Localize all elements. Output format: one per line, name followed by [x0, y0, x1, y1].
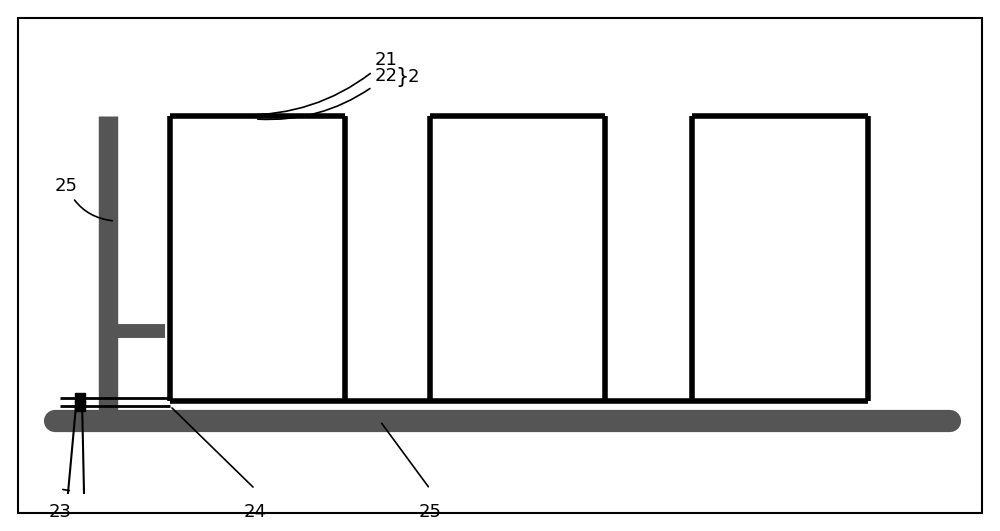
Text: 22: 22 — [258, 67, 398, 119]
Bar — [75, 401, 85, 411]
Text: 2: 2 — [408, 68, 420, 86]
Text: 25: 25 — [55, 177, 112, 221]
Text: 21: 21 — [243, 51, 398, 115]
Text: 25: 25 — [418, 503, 442, 521]
Text: 23: 23 — [48, 503, 72, 521]
Text: 24: 24 — [244, 503, 266, 521]
FancyBboxPatch shape — [18, 18, 982, 513]
Text: }: } — [395, 67, 408, 87]
Bar — [75, 393, 85, 403]
